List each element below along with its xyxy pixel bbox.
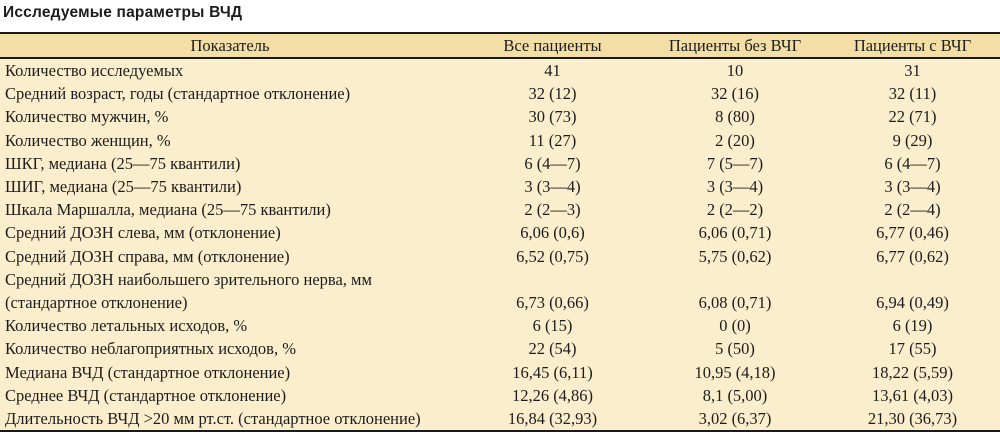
row-value: 3 (3—4) [825, 175, 1000, 199]
row-label: Средний ДОЗН справа, мм (отклонение) [0, 244, 460, 268]
header-row: Показатель Все пациенты Пациенты без ВЧГ… [0, 32, 1000, 59]
column-header-all-patients: Все пациенты [460, 32, 645, 59]
row-value: 2 (2—2) [645, 198, 825, 222]
row-value: 31 [825, 58, 1000, 83]
row-value: 6,52 (0,75) [460, 244, 645, 268]
row-value: 6 (4—7) [825, 151, 1000, 176]
row-label: Средний ДОЗН наибольшего зрительного нер… [0, 267, 460, 315]
row-value: 2 (20) [645, 128, 825, 152]
column-header-parameter: Показатель [0, 32, 460, 59]
row-value: 32 (11) [825, 82, 1000, 106]
row-label: Количество мужчин, % [0, 105, 460, 129]
row-label: Медиана ВЧД (стандартное отклонение) [0, 360, 460, 384]
row-value: 3 (3—4) [460, 175, 645, 199]
page: Исследуемые параметры ВЧД Показатель Все… [0, 4, 1000, 433]
row-value: 8,1 (5,00) [645, 383, 825, 408]
table-row: ШИГ, медиана (25—75 квантили) 3 (3—4) 3 (3… [0, 175, 1000, 199]
column-header-with-ich: Пациенты с ВЧГ [825, 32, 1000, 59]
row-value: 6,77 (0,46) [825, 221, 1000, 245]
row-value: 5,75 (0,62) [645, 244, 825, 268]
table-row: ШКГ, медиана (25—75 квантили) 6 (4—7) 7 (5… [0, 151, 1000, 176]
row-label: ШИГ, медиана (25—75 квантили) [0, 175, 460, 199]
row-label: Шкала Маршалла, медиана (25—75 квантили) [0, 198, 460, 222]
table-row: Количество неблагоприятных исходов, % 22 … [0, 337, 1000, 361]
row-value: 6,08 (0,71) [645, 267, 825, 315]
row-label: Среднее ВЧД (стандартное отклонение) [0, 383, 460, 408]
row-label: Средний возраст, годы (стандартное откло… [0, 82, 460, 106]
row-value: 6 (4—7) [460, 151, 645, 176]
row-value: 32 (12) [460, 82, 645, 106]
row-label: Количество летальных исходов, % [0, 314, 460, 338]
row-value: 3,02 (6,37) [645, 407, 825, 433]
row-value: 3 (3—4) [645, 175, 825, 199]
row-value: 0 (0) [645, 314, 825, 338]
table-row: Длительность ВЧД >20 мм рт.ст. (стандарт… [0, 407, 1000, 433]
row-value: 6,06 (0,6) [460, 221, 645, 245]
row-label: Длительность ВЧД >20 мм рт.ст. (стандарт… [0, 407, 460, 433]
column-header-without-ich: Пациенты без ВЧГ [645, 32, 825, 59]
row-value: 6,73 (0,66) [460, 267, 645, 315]
table-row: Количество исследуемых 41 10 31 [0, 58, 1000, 83]
row-value: 32 (16) [645, 82, 825, 106]
row-value: 13,61 (4,03) [825, 383, 1000, 408]
row-value: 30 (73) [460, 105, 645, 129]
row-label: Количество неблагоприятных исходов, % [0, 337, 460, 361]
row-label: ШКГ, медиана (25—75 квантили) [0, 151, 460, 176]
row-value: 22 (54) [460, 337, 645, 361]
table-row: Средний ДОЗН наибольшего зрительного нер… [0, 267, 1000, 315]
row-value: 10,95 (4,18) [645, 360, 825, 384]
table-row: Средний ДОЗН справа, мм (отклонение) 6,52… [0, 244, 1000, 268]
table-row: Количество женщин, % 11 (27) 2 (20) 9 (29) [0, 128, 1000, 152]
row-value: 6,06 (0,71) [645, 221, 825, 245]
row-value: 16,84 (32,93) [460, 407, 645, 433]
row-label: Количество исследуемых [0, 58, 460, 83]
row-value: 6,94 (0,49) [825, 267, 1000, 315]
row-value: 5 (50) [645, 337, 825, 361]
row-value: 12,26 (4,86) [460, 383, 645, 408]
row-value: 16,45 (6,11) [460, 360, 645, 384]
table-row: Средний возраст, годы (стандартное откло… [0, 82, 1000, 106]
row-value: 10 [645, 58, 825, 83]
row-value: 2 (2—4) [825, 198, 1000, 222]
table-row: Количество летальных исходов, % 6 (15) 0 (… [0, 314, 1000, 338]
row-value: 6,77 (0,62) [825, 244, 1000, 268]
row-value: 9 (29) [825, 128, 1000, 152]
table-body: Количество исследуемых 41 10 31 Средний возр… [0, 58, 1000, 433]
row-value: 22 (71) [825, 105, 1000, 129]
row-value: 7 (5—7) [645, 151, 825, 176]
row-value: 11 (27) [460, 128, 645, 152]
table-row: Количество мужчин, % 30 (73) 8 (80) 22 (71) [0, 105, 1000, 129]
row-value: 2 (2—3) [460, 198, 645, 222]
row-value: 6 (15) [460, 314, 645, 338]
row-value: 18,22 (5,59) [825, 360, 1000, 384]
table-title: Исследуемые параметры ВЧД [3, 4, 243, 21]
row-value: 21,30 (36,73) [825, 407, 1000, 433]
table-row: Шкала Маршалла, медиана (25—75 квантили)… [0, 198, 1000, 222]
table-row: Среднее ВЧД (стандартное отклонение) 12,2… [0, 383, 1000, 408]
row-value: 8 (80) [645, 105, 825, 129]
row-label: Количество женщин, % [0, 128, 460, 152]
icp-parameters-table: Показатель Все пациенты Пациенты без ВЧГ… [0, 32, 1000, 433]
table-row: Медиана ВЧД (стандартное отклонение) 16,4… [0, 360, 1000, 384]
row-value: 6 (19) [825, 314, 1000, 338]
row-value: 17 (55) [825, 337, 1000, 361]
table-row: Средний ДОЗН слева, мм (отклонение) 6,06 … [0, 221, 1000, 245]
row-label: Средний ДОЗН слева, мм (отклонение) [0, 221, 460, 245]
row-value: 41 [460, 58, 645, 83]
